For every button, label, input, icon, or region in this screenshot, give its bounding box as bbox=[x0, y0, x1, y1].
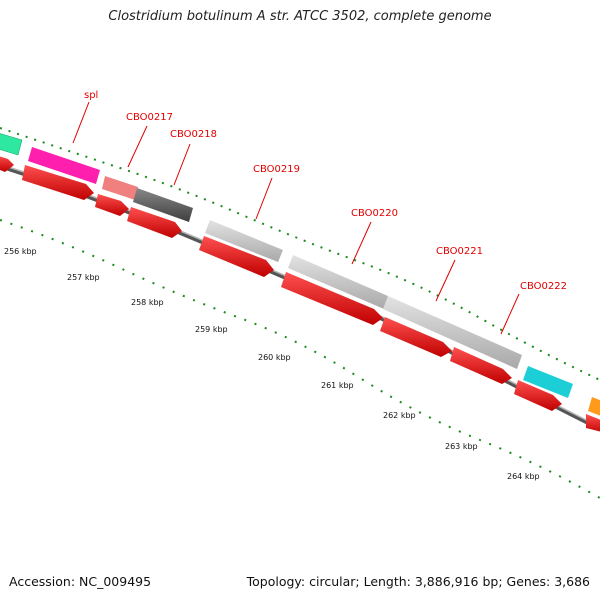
label-leader bbox=[255, 177, 273, 220]
accession-text: Accession: NC_009495 bbox=[9, 574, 152, 589]
gene-label-CBO0218: CBO0218 bbox=[170, 129, 217, 140]
cds-arrow[interactable] bbox=[199, 236, 274, 277]
kbp-label: 257 kbp bbox=[67, 273, 100, 282]
kbp-label: 256 kbp bbox=[4, 247, 37, 256]
cds-arrow[interactable] bbox=[450, 347, 512, 384]
feature-CBO0221-CBO0222[interactable] bbox=[383, 296, 522, 369]
cds-arrow[interactable] bbox=[380, 317, 452, 357]
gene-label-CBO0221: CBO0221 bbox=[436, 246, 483, 257]
kbp-label: 260 kbp bbox=[258, 353, 291, 362]
genome-backbone-highlight bbox=[0, 163, 600, 428]
kbp-label: 264 kbp bbox=[507, 472, 540, 481]
kbp-label: 261 kbp bbox=[321, 381, 354, 390]
cds-arrow[interactable] bbox=[95, 194, 129, 216]
cds-arrow[interactable] bbox=[514, 380, 562, 411]
gene-label-CBO0222: CBO0222 bbox=[520, 281, 567, 292]
genome-backbone bbox=[0, 164, 600, 432]
cds-arrow[interactable] bbox=[586, 414, 600, 434]
gene-label-CBO0220: CBO0220 bbox=[351, 208, 398, 219]
label-leader bbox=[72, 101, 90, 144]
feature-teal-left[interactable] bbox=[0, 132, 23, 156]
outer-tick-track bbox=[0, 127, 600, 381]
genome-stats-text: Topology: circular; Length: 3,886,916 bp… bbox=[246, 574, 590, 589]
feature-CBO0218[interactable] bbox=[133, 188, 193, 222]
cds-arrow[interactable] bbox=[22, 165, 94, 200]
label-leader bbox=[500, 293, 520, 335]
cds-arrow[interactable] bbox=[281, 272, 383, 325]
feature-orange[interactable] bbox=[588, 397, 600, 418]
kbp-label: 263 kbp bbox=[445, 442, 478, 451]
label-leader bbox=[127, 125, 148, 168]
cds-arrow[interactable] bbox=[127, 207, 182, 238]
feature-CBO0220[interactable] bbox=[288, 255, 388, 309]
kbp-label: 262 kbp bbox=[383, 411, 416, 420]
gene-label-spl: spl bbox=[84, 90, 98, 101]
kbp-label: 259 kbp bbox=[195, 325, 228, 334]
kbp-label: 258 kbp bbox=[131, 298, 164, 307]
feature-cyan[interactable] bbox=[523, 366, 573, 398]
label-leader bbox=[351, 221, 372, 265]
label-leader bbox=[173, 143, 191, 186]
feature-CBO0219[interactable] bbox=[205, 220, 283, 262]
gene-label-CBO0217: CBO0217 bbox=[126, 112, 173, 123]
label-leader bbox=[435, 259, 456, 302]
cds-arrow[interactable] bbox=[0, 155, 14, 172]
map-title: Clostridium botulinum A str. ATCC 3502, … bbox=[108, 9, 492, 24]
gene-label-CBO0219: CBO0219 bbox=[253, 164, 300, 175]
feature-spl[interactable] bbox=[28, 147, 100, 184]
feature-CBO0217[interactable] bbox=[102, 176, 138, 200]
